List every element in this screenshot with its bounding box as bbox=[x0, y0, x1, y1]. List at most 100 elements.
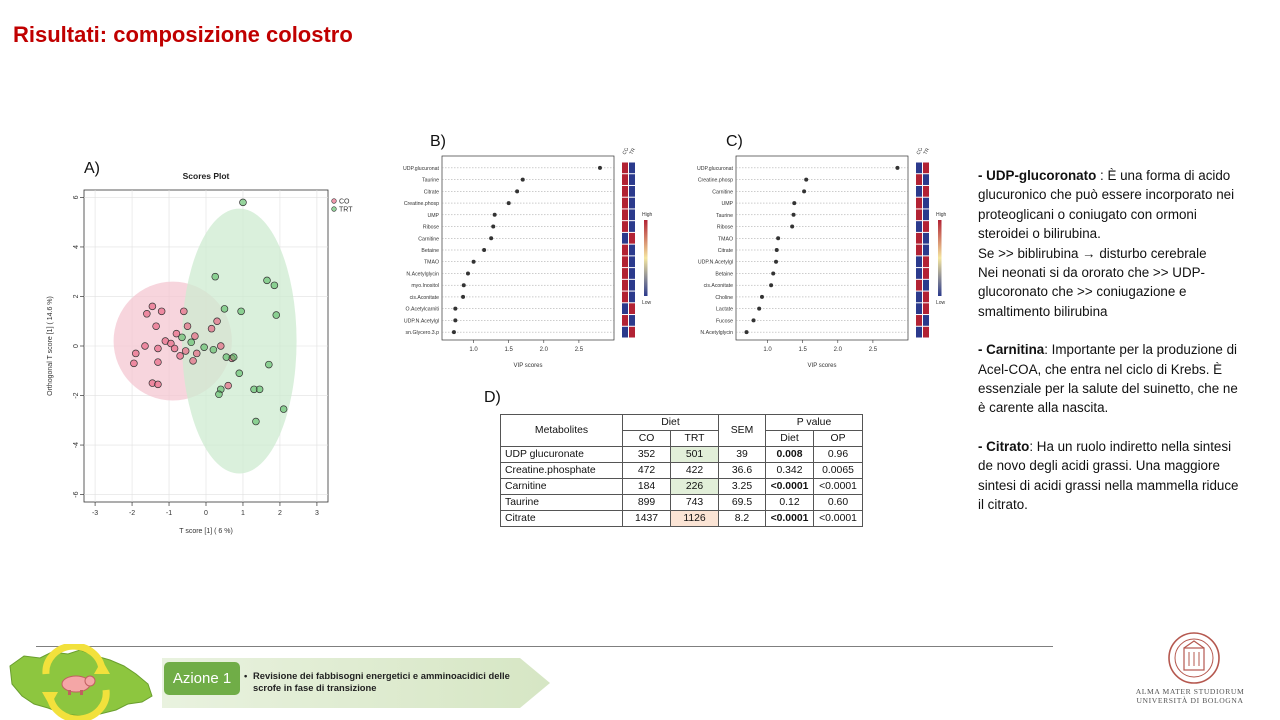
heat-cell-co bbox=[916, 315, 922, 326]
metabolite-label: Fucose bbox=[716, 318, 733, 324]
vip-point bbox=[774, 259, 779, 264]
vip-point bbox=[492, 212, 497, 217]
y-tick-label: 6 bbox=[73, 195, 80, 199]
cell-trt: 226 bbox=[670, 478, 719, 495]
azione-description: • Revisione dei fabbisogni energetici e … bbox=[244, 670, 534, 694]
notes-panel: - UDP-glucoronato : È una forma di acido… bbox=[978, 166, 1248, 515]
trt-point bbox=[255, 385, 264, 394]
legend-marker bbox=[331, 206, 337, 212]
vip-point bbox=[757, 306, 762, 311]
trt-point bbox=[272, 311, 280, 319]
table-row: Creatine.phosphate 472 422 36.6 0.342 0.… bbox=[500, 462, 863, 479]
co-point bbox=[183, 322, 192, 330]
x-tick-label: -3 bbox=[92, 510, 98, 517]
heat-cell-co bbox=[916, 232, 922, 244]
cell-trt: 422 bbox=[670, 462, 719, 479]
y-tick-label: -2 bbox=[73, 392, 80, 398]
scale-label-low: Low bbox=[936, 300, 946, 306]
co-point bbox=[141, 342, 149, 350]
co-point bbox=[191, 332, 199, 340]
vip-point bbox=[491, 224, 496, 229]
panel-label-b: B) bbox=[430, 133, 446, 150]
trt-point bbox=[215, 390, 223, 399]
co-point bbox=[207, 324, 216, 333]
metabolite-label: Creatine.phosp bbox=[404, 201, 439, 207]
metabolite-label: UDP.glucuronat bbox=[403, 166, 440, 172]
metabolite-label: UDP.N.Acetylgl bbox=[404, 318, 439, 324]
vip-point bbox=[790, 224, 795, 229]
color-scale-bar bbox=[644, 220, 648, 296]
co-point bbox=[167, 339, 175, 348]
heat-cell-trt bbox=[629, 232, 635, 244]
metabolite-label: Carnitine bbox=[418, 236, 439, 242]
trt-point bbox=[235, 369, 244, 377]
cell-metabolite: UDP glucuronate bbox=[500, 446, 623, 463]
heat-cell-trt bbox=[629, 221, 635, 232]
heat-cell-co bbox=[916, 326, 922, 338]
x-tick-label: 2.5 bbox=[575, 347, 584, 353]
x-axis-label: T score [1] ( 6 %) bbox=[179, 528, 233, 535]
metabolite-label: UDP.glucuronat bbox=[697, 166, 734, 172]
heat-cell-trt bbox=[923, 326, 929, 338]
cell-sem: 3.25 bbox=[718, 478, 766, 495]
y-axis-label: Orthogonal T score [1] ( 14.6 %) bbox=[47, 296, 54, 396]
panel-label-c: C) bbox=[726, 133, 743, 150]
heat-header-label: TRT bbox=[923, 148, 933, 156]
vip-point bbox=[774, 248, 779, 252]
heat-cell-co bbox=[622, 221, 628, 232]
vip-plot-b: UDP.glucuronat Taurine Citrate Creatine.pho… bbox=[403, 148, 653, 369]
heat-cell-trt bbox=[923, 279, 929, 291]
cycle-arrows-icon bbox=[42, 644, 110, 720]
heat-cell-trt bbox=[629, 303, 635, 315]
legend-label: CO bbox=[339, 199, 350, 206]
scores-plot-title: Scores Plot bbox=[183, 171, 230, 181]
y-tick-label: 0 bbox=[73, 344, 80, 348]
cell-trt: 501 bbox=[670, 446, 719, 463]
note-citrato: - Citrato: Ha un ruolo indiretto nella s… bbox=[978, 437, 1248, 515]
heat-cell-co bbox=[622, 174, 628, 185]
cell-sem: 36.6 bbox=[718, 462, 766, 479]
metabolite-label: Betaine bbox=[421, 248, 439, 254]
heat-cell-trt bbox=[629, 162, 635, 174]
table-row: Taurine 899 743 69.5 0.12 0.60 bbox=[500, 494, 863, 511]
heat-header-label: CO bbox=[622, 148, 631, 156]
y-tick-label: -4 bbox=[73, 442, 80, 448]
co-point bbox=[157, 307, 166, 316]
vip-point bbox=[771, 271, 776, 276]
cell-trt: 743 bbox=[670, 494, 719, 511]
note-udp: - UDP-glucoronato : È una forma di acido… bbox=[978, 166, 1248, 244]
heat-cell-co bbox=[916, 244, 922, 256]
note-carnitina: - Carnitina: Importante per la produzion… bbox=[978, 340, 1248, 418]
co-point bbox=[213, 317, 221, 325]
note-carn-title: - Carnitina bbox=[978, 342, 1045, 358]
vip-point bbox=[506, 201, 511, 206]
note-carn-text: : Importante per la produzione di Acel-C… bbox=[978, 342, 1238, 416]
cell-co: 1437 bbox=[622, 510, 671, 527]
y-tick-label: -6 bbox=[73, 491, 80, 497]
y-tick-label: 4 bbox=[73, 245, 80, 249]
heat-cell-co bbox=[622, 291, 628, 303]
heat-cell-co bbox=[622, 279, 628, 291]
heat-cell-co bbox=[622, 315, 628, 326]
metabolite-label: sn.Glycero.3.p bbox=[406, 330, 440, 336]
heat-cell-co bbox=[622, 326, 628, 338]
cell-trt: 1126 bbox=[670, 510, 719, 527]
heat-cell-trt bbox=[629, 279, 635, 291]
heat-cell-co bbox=[622, 209, 628, 221]
azione-text: Revisione dei fabbisogni energetici e am… bbox=[253, 670, 510, 693]
co-point bbox=[154, 380, 162, 389]
cell-sem: 8.2 bbox=[718, 510, 766, 527]
x-tick-label: 2.0 bbox=[834, 347, 843, 353]
vip-point bbox=[453, 318, 458, 323]
heat-cell-co bbox=[916, 221, 922, 232]
cell-sem: 69.5 bbox=[718, 494, 766, 511]
heat-cell-trt bbox=[923, 315, 929, 326]
scale-label-high: High bbox=[642, 212, 653, 218]
table-row: UDP glucuronate 352 501 39 0.008 0.96 bbox=[500, 446, 863, 463]
header-sem: SEM bbox=[718, 414, 766, 447]
heat-cell-trt bbox=[629, 256, 635, 268]
cell-co: 899 bbox=[622, 494, 671, 511]
vip-point bbox=[802, 189, 807, 194]
metabolite-label: O.Acetylcarniti bbox=[406, 307, 439, 313]
heat-cell-co bbox=[622, 244, 628, 256]
